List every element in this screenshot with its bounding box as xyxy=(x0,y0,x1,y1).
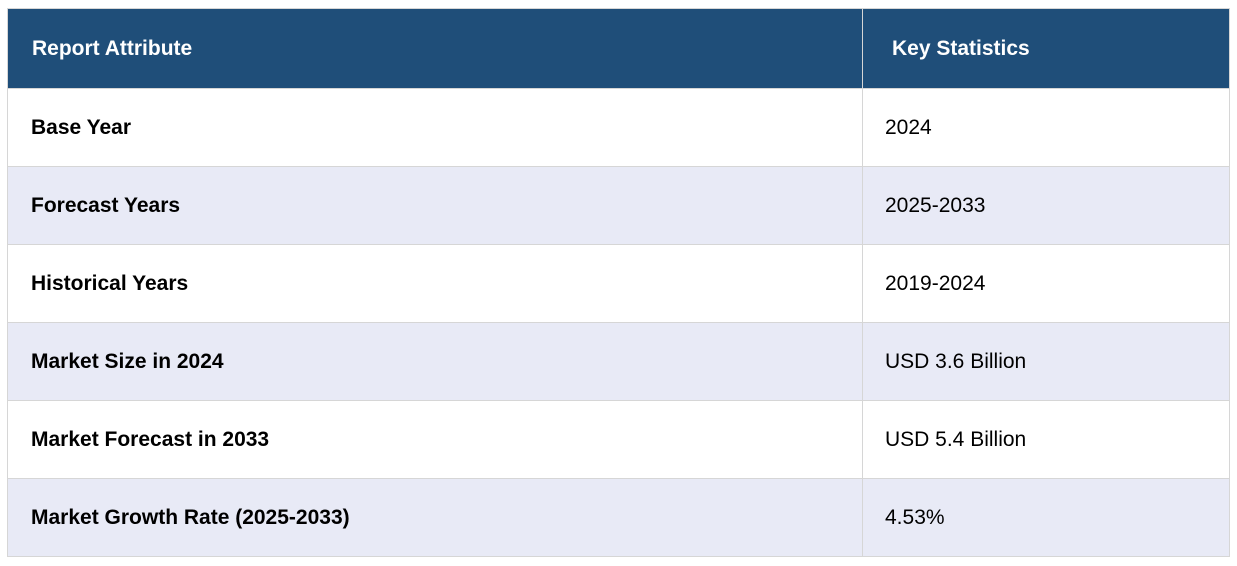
table-row: Forecast Years 2025-2033 xyxy=(7,166,1230,245)
table-row: Market Size in 2024 USD 3.6 Billion xyxy=(7,322,1230,401)
table-row: Market Growth Rate (2025-2033) 4.53% xyxy=(7,478,1230,557)
row-value: USD 3.6 Billion xyxy=(862,322,1230,401)
row-value: 2019-2024 xyxy=(862,244,1230,323)
row-attribute: Historical Years xyxy=(7,244,863,323)
report-statistics-table: Report Attribute Key Statistics Base Yea… xyxy=(7,8,1230,557)
row-attribute: Market Size in 2024 xyxy=(7,322,863,401)
row-attribute: Market Forecast in 2033 xyxy=(7,400,863,479)
row-value: 4.53% xyxy=(862,478,1230,557)
row-attribute: Base Year xyxy=(7,88,863,167)
table-header-row: Report Attribute Key Statistics xyxy=(7,8,1230,89)
table-row: Historical Years 2019-2024 xyxy=(7,244,1230,323)
row-attribute: Forecast Years xyxy=(7,166,863,245)
row-value: 2025-2033 xyxy=(862,166,1230,245)
row-value: 2024 xyxy=(862,88,1230,167)
row-value: USD 5.4 Billion xyxy=(862,400,1230,479)
table-row: Market Forecast in 2033 USD 5.4 Billion xyxy=(7,400,1230,479)
column-header-report-attribute: Report Attribute xyxy=(7,8,863,89)
row-attribute: Market Growth Rate (2025-2033) xyxy=(7,478,863,557)
column-header-key-statistics: Key Statistics xyxy=(862,8,1230,89)
table-row: Base Year 2024 xyxy=(7,88,1230,167)
